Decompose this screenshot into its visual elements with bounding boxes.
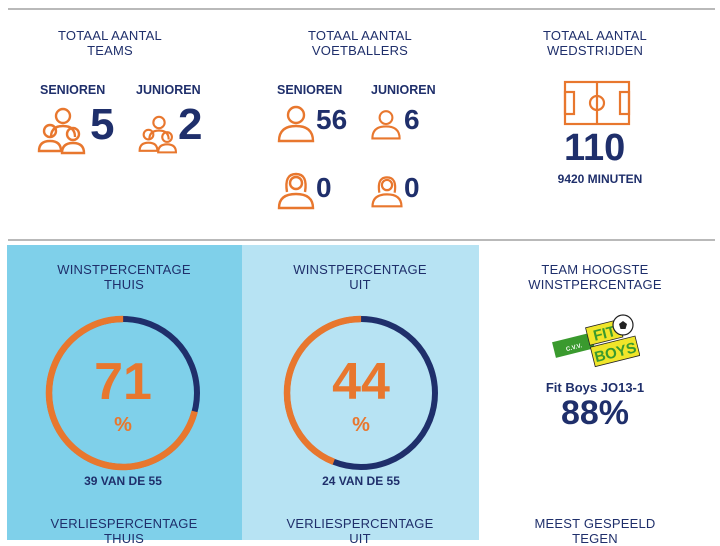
club-logo: FIT BOYS C.V.V. bbox=[552, 314, 640, 368]
teams-juniors-value: 2 bbox=[178, 100, 203, 149]
top-team-heading: TEAM HOOGSTE WINSTPERCENTAGE bbox=[510, 262, 680, 292]
junior-male-count: 6 bbox=[404, 104, 420, 135]
teams-juniors-label: JUNIOREN bbox=[136, 83, 201, 97]
senior-male-count: 56 bbox=[316, 104, 348, 135]
win-away-caption: 24 VAN DE 55 bbox=[322, 474, 400, 488]
win-away-unit: % bbox=[352, 414, 370, 436]
most-played-heading-line1: MEEST GESPEELD bbox=[534, 516, 656, 531]
win-away-heading-line2: UIT bbox=[349, 277, 371, 292]
soccer-ball-icon bbox=[612, 314, 634, 336]
matches-heading-line1: TOTAAL AANTAL bbox=[543, 28, 647, 43]
top-team-value: 88% bbox=[560, 394, 630, 432]
female-person-icon bbox=[371, 176, 403, 208]
people-group-icon bbox=[138, 115, 178, 154]
players-seniors-label: SENIOREN bbox=[277, 83, 343, 97]
top-team-heading-line1: TEAM HOOGSTE bbox=[541, 262, 649, 277]
win-home-heading-line1: WINSTPERCENTAGE bbox=[57, 262, 191, 277]
win-away-heading: WINSTPERCENTAGE UIT bbox=[255, 262, 465, 292]
matches-heading: TOTAAL AANTAL WEDSTRIJDEN bbox=[525, 28, 665, 58]
most-played-heading: MEEST GESPEELD TEGEN bbox=[510, 516, 680, 546]
matches-heading-line2: WEDSTRIJDEN bbox=[546, 43, 644, 58]
teams-heading-line1: TOTAAL AANTAL bbox=[58, 28, 162, 43]
loss-home-heading-line2: THUIS bbox=[104, 531, 144, 546]
win-home-unit: % bbox=[114, 414, 132, 436]
players-heading-line1: TOTAAL AANTAL bbox=[308, 28, 412, 43]
loss-away-heading-line1: VERLIESPERCENTAGE bbox=[286, 516, 434, 531]
senior-female-count: 0 bbox=[316, 172, 332, 203]
people-group-icon bbox=[37, 107, 86, 155]
junior-female-count: 0 bbox=[404, 172, 420, 203]
logo-text-top: FIT bbox=[592, 323, 618, 345]
male-person-icon bbox=[371, 110, 401, 140]
win-away-ring bbox=[283, 315, 439, 471]
players-juniors-label: JUNIOREN bbox=[371, 83, 436, 97]
football-pitch-icon bbox=[563, 80, 631, 126]
win-home-ring bbox=[45, 315, 201, 471]
teams-seniors-value: 5 bbox=[90, 100, 115, 149]
loss-home-heading-line1: VERLIESPERCENTAGE bbox=[50, 516, 198, 531]
teams-heading-line2: TEAMS bbox=[87, 43, 133, 58]
teams-seniors-label: SENIOREN bbox=[40, 83, 106, 97]
matches-minutes: 9420 MINUTEN bbox=[557, 172, 643, 186]
players-heading-line2: VOETBALLERS bbox=[311, 43, 409, 58]
players-heading: TOTAAL AANTAL VOETBALLERS bbox=[290, 28, 430, 58]
logo-prefix: C.V.V. bbox=[566, 343, 584, 353]
loss-away-heading-line2: UIT bbox=[349, 531, 371, 546]
male-person-icon bbox=[277, 105, 315, 143]
top-team-name: Fit Boys JO13-1 bbox=[545, 380, 645, 395]
top-team-heading-line2: WINSTPERCENTAGE bbox=[528, 277, 662, 292]
win-home-heading-line2: THUIS bbox=[104, 277, 144, 292]
win-home-caption: 39 VAN DE 55 bbox=[84, 474, 162, 488]
top-divider bbox=[8, 8, 715, 10]
matches-value: 110 bbox=[564, 127, 626, 169]
win-home-heading: WINSTPERCENTAGE THUIS bbox=[20, 262, 228, 292]
win-away-heading-line1: WINSTPERCENTAGE bbox=[293, 262, 427, 277]
loss-home-heading: VERLIESPERCENTAGE THUIS bbox=[20, 516, 228, 546]
teams-heading: TOTAAL AANTAL TEAMS bbox=[50, 28, 170, 58]
female-person-icon bbox=[277, 172, 315, 210]
win-home-value: 71 bbox=[94, 353, 152, 411]
win-away-panel bbox=[242, 245, 479, 540]
section-divider bbox=[8, 239, 715, 241]
loss-away-heading: VERLIESPERCENTAGE UIT bbox=[255, 516, 465, 546]
win-away-value: 44 bbox=[332, 353, 390, 411]
most-played-heading-line2: TEGEN bbox=[572, 531, 618, 546]
